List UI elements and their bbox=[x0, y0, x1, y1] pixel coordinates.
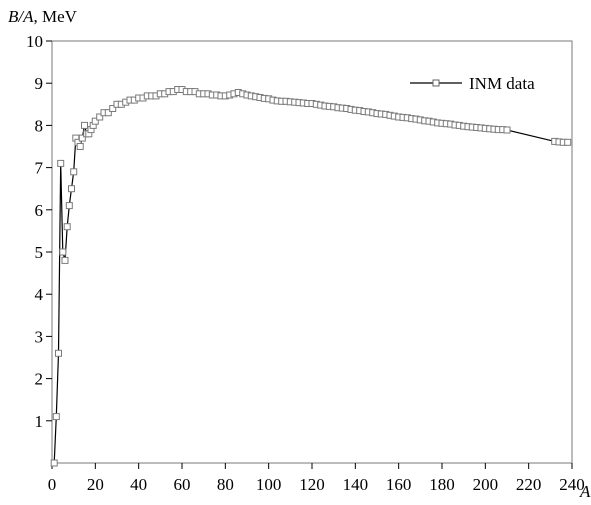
data-point bbox=[59, 248, 67, 256]
y-tick-label: 10 bbox=[26, 32, 43, 51]
data-point bbox=[564, 138, 572, 146]
data-point bbox=[503, 126, 511, 134]
legend-marker bbox=[432, 79, 440, 87]
data-point bbox=[55, 349, 62, 357]
data-point bbox=[65, 202, 73, 210]
data-point bbox=[50, 459, 58, 467]
data-point bbox=[63, 223, 71, 231]
y-tick-label: 3 bbox=[35, 327, 44, 346]
y-axis-ticks: 1 2 3 4 5 6 7 8 9 10 bbox=[26, 32, 52, 431]
legend: INM data bbox=[410, 74, 535, 93]
y-tick-label: 2 bbox=[35, 370, 44, 389]
x-tick-label: 40 bbox=[130, 475, 147, 494]
data-point bbox=[61, 256, 69, 264]
x-tick-label: 220 bbox=[516, 475, 542, 494]
data-point bbox=[81, 121, 88, 129]
y-tick-label: 5 bbox=[35, 243, 44, 262]
data-point bbox=[78, 134, 86, 142]
data-point bbox=[70, 168, 78, 176]
x-tick-label: 120 bbox=[299, 475, 325, 494]
series-line-inm-data bbox=[53, 88, 568, 464]
data-point bbox=[91, 117, 99, 125]
legend-label: INM data bbox=[469, 74, 535, 93]
data-point bbox=[109, 105, 117, 112]
data-point bbox=[96, 113, 104, 121]
y-tick-label: 7 bbox=[35, 159, 44, 178]
y-axis-label: B/A, MeV bbox=[8, 7, 78, 26]
y-tick-label: 6 bbox=[35, 201, 44, 220]
series-markers-inm-data bbox=[50, 86, 572, 467]
data-point bbox=[76, 143, 84, 150]
data-point bbox=[104, 109, 112, 117]
y-tick-label: 8 bbox=[35, 116, 44, 135]
x-tick-label: 0 bbox=[48, 475, 57, 494]
y-axis-label-var: B/A bbox=[8, 7, 34, 26]
x-tick-label: 60 bbox=[174, 475, 191, 494]
x-axis-ticks: 0 20 40 60 80 100 120 140 160 180 200 220 240 bbox=[48, 463, 585, 494]
x-axis-label: A bbox=[579, 482, 591, 501]
x-tick-label: 200 bbox=[473, 475, 499, 494]
data-point bbox=[68, 185, 75, 193]
x-tick-label: 140 bbox=[343, 475, 369, 494]
data-point bbox=[57, 159, 65, 167]
x-tick-label: 160 bbox=[386, 475, 412, 494]
y-tick-label: 4 bbox=[35, 285, 44, 304]
y-tick-label: 9 bbox=[35, 74, 44, 93]
x-tick-label: 80 bbox=[217, 475, 234, 494]
x-tick-label: 180 bbox=[429, 475, 455, 494]
y-tick-label: 1 bbox=[35, 412, 44, 431]
x-tick-label: 20 bbox=[87, 475, 104, 494]
x-tick-label: 100 bbox=[256, 475, 282, 494]
x-tick-label: 240 bbox=[559, 475, 585, 494]
y-axis-label-unit: , MeV bbox=[34, 7, 78, 26]
data-point bbox=[52, 413, 60, 421]
